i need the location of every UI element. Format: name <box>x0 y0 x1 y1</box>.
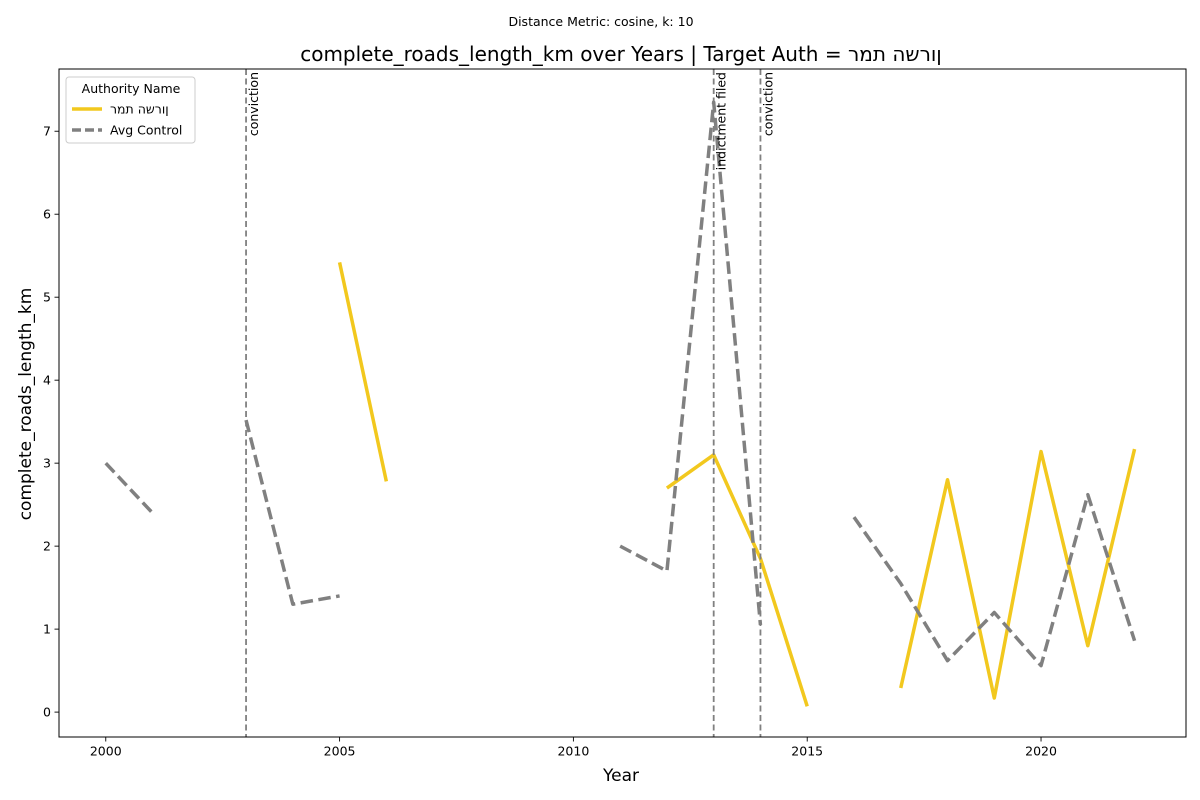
y-tick-label: 7 <box>43 124 51 139</box>
legend-label-target: ןורשה תמר <box>110 102 169 117</box>
y-axis-label: complete_roads_length_km <box>16 288 36 521</box>
series-group <box>104 100 1137 707</box>
chart-title: complete_roads_length_km over Years | Ta… <box>300 42 942 66</box>
legend-title: Authority Name <box>82 81 181 96</box>
event-label: indictment filed <box>714 72 729 170</box>
y-tick-label: 2 <box>43 539 51 554</box>
x-axis-label: Year <box>602 766 639 786</box>
y-tick-label: 5 <box>43 290 51 305</box>
control-series-line <box>852 492 1137 668</box>
y-tick-label: 6 <box>43 207 51 222</box>
control-series-line <box>619 100 763 626</box>
x-tick-label: 2015 <box>791 744 823 759</box>
event-label: conviction <box>760 72 775 136</box>
plot-area: 2000 2005 2010 2015 2020 0 1 2 3 4 5 6 7 conviction in… <box>43 68 1187 759</box>
legend-label-control: Avg Control <box>110 123 182 138</box>
control-series-line <box>104 461 154 515</box>
y-tick-label: 3 <box>43 456 51 471</box>
target-series-line <box>665 453 809 707</box>
legend-box <box>65 76 196 144</box>
y-tick-label: 1 <box>43 622 51 637</box>
target-series-line <box>337 261 389 482</box>
x-tick-label: 2000 <box>90 744 122 759</box>
x-tick-label: 2020 <box>1025 744 1057 759</box>
x-tick-label: 2005 <box>324 744 356 759</box>
chart-suptitle: Distance Metric: cosine, k: 10 <box>508 14 693 29</box>
event-label: conviction <box>246 72 261 136</box>
axes-frame <box>58 68 1187 738</box>
legend: Authority Name ןורשה תמר Avg Control <box>65 76 196 144</box>
target-series-line <box>899 448 1137 700</box>
y-tick-label: 4 <box>43 373 51 388</box>
y-tick-label: 0 <box>43 705 51 720</box>
x-tick-label: 2010 <box>557 744 589 759</box>
control-series-line <box>244 419 340 606</box>
